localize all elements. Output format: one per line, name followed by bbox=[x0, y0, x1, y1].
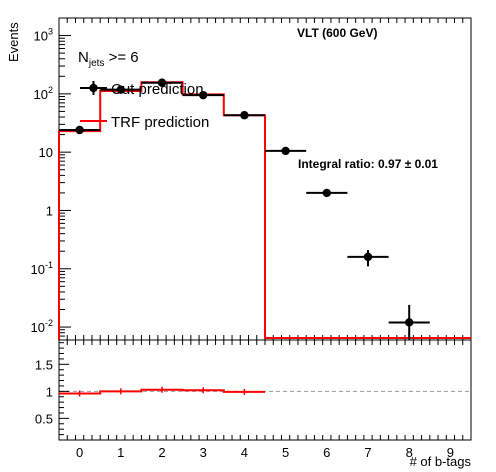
legend-entry-cut: Cut prediction bbox=[80, 81, 204, 98]
cut-marker bbox=[281, 146, 290, 156]
y-tick-label: 1 bbox=[46, 203, 53, 218]
legend-label-cut: Cut prediction bbox=[111, 81, 204, 98]
main-y-ticks: 10-2 10-1 1 10 102 103 bbox=[31, 17, 71, 341]
cut-data-point bbox=[100, 85, 142, 94]
y-tick-label: 10 bbox=[39, 145, 53, 160]
x-tick-label: 4 bbox=[241, 445, 248, 460]
cut-points-series bbox=[59, 78, 430, 340]
ratio-y-tick-label: 1 bbox=[46, 384, 53, 399]
cut-marker bbox=[157, 78, 167, 87]
cut-data-point bbox=[182, 90, 224, 100]
y-tick-label: 102 bbox=[34, 85, 53, 102]
ratio-y-ticks: 0.5 1 1.5 bbox=[35, 342, 69, 436]
ratio-series bbox=[59, 386, 265, 397]
category-label-subscript: jets bbox=[88, 58, 105, 69]
cut-marker bbox=[240, 111, 249, 120]
x-tick-label: 8 bbox=[406, 445, 413, 460]
ratio-y-tick-label: 0.5 bbox=[35, 411, 53, 426]
cut-data-point bbox=[141, 78, 183, 87]
category-label-rest: >= 6 bbox=[104, 49, 138, 66]
legend-cut-marker bbox=[89, 83, 98, 93]
legend-label-trf: TRF prediction bbox=[111, 114, 209, 131]
x-tick-label: 0 bbox=[76, 445, 83, 460]
cut-data-point bbox=[306, 188, 348, 198]
y-tick-label: 103 bbox=[34, 27, 53, 44]
cut-marker bbox=[75, 125, 84, 135]
cut-marker bbox=[199, 90, 208, 100]
cut-data-point bbox=[265, 146, 307, 156]
cut-marker bbox=[405, 318, 414, 327]
y-axis-label: Events bbox=[6, 22, 21, 62]
x-axis-label: # of b-tags bbox=[410, 454, 472, 469]
cut-data-point bbox=[347, 249, 389, 267]
chart-title: VLT (600 GeV) bbox=[297, 26, 377, 40]
x-tick-label: 6 bbox=[323, 445, 330, 460]
x-tick-label: 5 bbox=[282, 445, 289, 460]
ratio-y-tick-label: 1.5 bbox=[35, 357, 53, 372]
legend-entry-trf: TRF prediction bbox=[80, 114, 209, 131]
y-tick-label: 10-2 bbox=[31, 318, 53, 335]
x-tick-label: 9 bbox=[447, 445, 454, 460]
cut-marker bbox=[322, 188, 331, 198]
ratio-x-ticks: 0 1 2 3 4 5 6 7 8 9 bbox=[58, 340, 472, 460]
main-panel: 10-2 10-1 1 10 102 103 bbox=[31, 17, 472, 341]
cut-data-point bbox=[223, 111, 265, 120]
x-tick-label: 7 bbox=[364, 445, 371, 460]
cut-data-point bbox=[388, 304, 430, 340]
cut-data-point bbox=[59, 125, 101, 135]
category-label: Njets >= 6 bbox=[78, 49, 139, 69]
x-tick-label: 3 bbox=[200, 445, 207, 460]
integral-ratio-annotation: Integral ratio: 0.97 ± 0.01 bbox=[298, 157, 438, 171]
legend: Cut prediction TRF prediction bbox=[80, 81, 209, 131]
cut-marker bbox=[363, 252, 373, 262]
cut-marker bbox=[116, 85, 126, 94]
x-tick-label: 1 bbox=[117, 445, 124, 460]
ratio-panel: 0.5 1 1.5 0 1 2 3 4 5 6 7 8 9 bbox=[35, 339, 472, 460]
x-tick-label: 2 bbox=[158, 445, 165, 460]
y-tick-label: 10-1 bbox=[31, 260, 53, 277]
